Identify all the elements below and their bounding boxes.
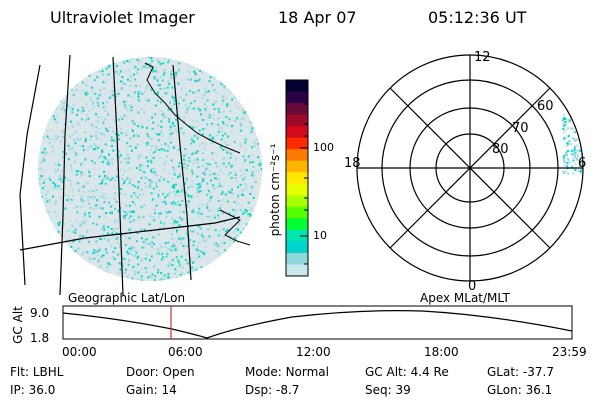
colorbar-band <box>286 149 308 162</box>
status-glat-value: -37.7 <box>522 365 554 379</box>
status-gain-value: 14 <box>161 383 177 397</box>
polar-grid <box>356 54 584 282</box>
time-tick-1200: 12:00 <box>296 345 331 359</box>
colorbar-band <box>286 114 308 127</box>
mlt-line-diag <box>389 87 551 249</box>
longitude-line <box>59 54 71 295</box>
polar-mlt-plot: 12 18 6 0 60 70 80 <box>344 50 586 294</box>
colorbar-unit-label: photon cm⁻²s⁻¹ <box>268 143 282 237</box>
apex-projection-label: Apex MLat/MLT <box>420 291 510 305</box>
mlat-label-80: 80 <box>492 142 509 157</box>
status-door: Door: Open <box>126 365 195 379</box>
geographic-grid <box>19 54 241 295</box>
instrument-title: Ultraviolet Imager <box>50 8 195 27</box>
colorbar-band <box>286 137 308 150</box>
mlat-label-60: 60 <box>537 99 554 114</box>
colorbar-band <box>286 218 308 231</box>
geographic-projection-label: Geographic Lat/Lon <box>68 291 186 305</box>
colorbar-band <box>286 195 308 208</box>
colorbar-band <box>286 103 308 116</box>
coastline-path <box>219 209 251 246</box>
altitude-axis-label: GC Alt <box>11 306 25 344</box>
colorbar-band <box>286 160 308 173</box>
colorbar-tick-10: 10 <box>313 229 327 242</box>
time-tick-2359: 23:59 <box>552 345 587 359</box>
status-ip-value: 36.0 <box>28 383 56 397</box>
colorbar-band <box>286 172 308 185</box>
mlt-label-6: 6 <box>578 156 586 171</box>
status-filter: Flt: LBHL <box>10 365 64 379</box>
colorbar-band <box>286 264 308 277</box>
status-glat: GLat: -37.7 <box>487 365 554 379</box>
status-dsp-value: -8.7 <box>275 383 300 397</box>
status-mode-value: Normal <box>285 365 329 379</box>
observation-time: 05:12:36 UT <box>428 8 527 27</box>
coastline <box>144 62 251 246</box>
mlt-label-18: 18 <box>344 156 361 171</box>
status-dsp: Dsp: -8.7 <box>245 383 300 397</box>
longitude-line <box>172 64 192 281</box>
altitude-strip-plot <box>62 305 573 340</box>
colorbar-band <box>286 126 308 139</box>
altitude-frame <box>62 305 573 340</box>
mlat-label-70: 70 <box>512 121 529 136</box>
colorbar-tick-100: 100 <box>313 141 334 154</box>
mlt-label-0: 0 <box>468 279 476 294</box>
time-tick-0600: 06:00 <box>168 345 203 359</box>
colorbar-band <box>286 91 308 104</box>
altitude-curve <box>62 310 573 339</box>
status-seq: Seq: 39 <box>365 383 411 397</box>
coastline-path <box>144 62 241 154</box>
status-gain: Gain: 14 <box>126 383 177 397</box>
mlt-label-12: 12 <box>474 50 491 65</box>
polar-emission <box>562 113 583 175</box>
status-glon-value: 36.1 <box>525 383 553 397</box>
status-filter-value: LBHL <box>32 365 64 379</box>
colorbar-band <box>286 183 308 196</box>
status-gc-alt: GC Alt: 4.4 Re <box>365 365 449 379</box>
status-mode: Mode: Normal <box>245 365 329 379</box>
latitude-line <box>19 216 241 251</box>
altitude-tick-low: 1.8 <box>30 331 50 345</box>
time-tick-1800: 18:00 <box>424 345 459 359</box>
colorbar-band <box>286 80 308 93</box>
colorbar-band <box>286 252 308 265</box>
status-ip: IP: 36.0 <box>10 383 56 397</box>
status-gc-alt-value: 4.4 Re <box>410 365 449 379</box>
longitude-line <box>112 56 124 295</box>
colorbar-band <box>286 206 308 219</box>
status-seq-value: 39 <box>395 383 411 397</box>
colorbar-band <box>286 229 308 242</box>
longitude-line <box>19 64 41 286</box>
colorbar-band <box>286 241 308 254</box>
observation-date: 18 Apr 07 <box>278 8 357 27</box>
geographic-image-panel <box>19 54 262 295</box>
altitude-tick-high: 9.0 <box>30 306 50 320</box>
time-tick-0000: 00:00 <box>62 345 97 359</box>
colorbar <box>285 79 309 277</box>
colorbar-ticks <box>300 103 308 265</box>
status-door-value: Open <box>162 365 195 379</box>
status-glon: GLon: 36.1 <box>487 383 553 397</box>
